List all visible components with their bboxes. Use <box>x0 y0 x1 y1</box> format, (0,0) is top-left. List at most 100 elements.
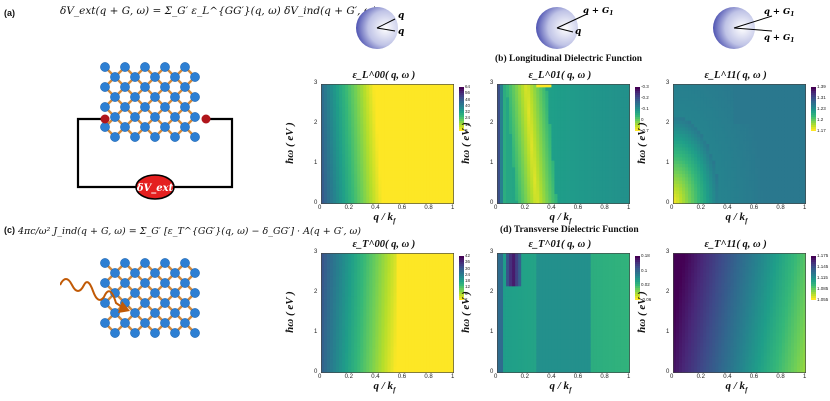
lattice-atom <box>120 258 130 268</box>
y-tick-label: 3 <box>490 80 494 86</box>
lattice-atom <box>140 102 150 112</box>
x-tick-label: 0 <box>670 205 674 211</box>
lattice-atom <box>190 132 200 142</box>
lattice-atom <box>120 82 130 92</box>
y-tick-label: 0 <box>314 369 318 375</box>
lattice-atom <box>180 102 190 112</box>
y-tick-label: 0 <box>314 200 318 206</box>
x-tick-label: 1 <box>803 205 807 211</box>
lattice-atom <box>130 268 140 278</box>
heatmap-title: ε_L^00( q, ω ) <box>352 70 416 81</box>
x-tick-label: 0 <box>670 374 674 380</box>
vector-label-bottom: q <box>398 27 404 37</box>
lattice-atom <box>110 328 120 338</box>
y-tick-label: 0 <box>666 200 670 206</box>
y-tick-label: 3 <box>666 80 670 86</box>
lattice-atom <box>150 112 160 122</box>
panel-a-label: (a) <box>4 8 15 18</box>
incident-wave-arrowhead <box>118 301 130 313</box>
lattice-atom <box>120 62 130 72</box>
x-tick-label: 0.4 <box>723 205 732 211</box>
x-tick-label: 0.6 <box>573 374 583 380</box>
colorbar-tick-label: 1.085 <box>817 286 829 291</box>
x-tick-label: 0.4 <box>371 374 380 380</box>
x-axis-label: q / kf <box>373 380 396 395</box>
circuit-wire <box>172 117 234 189</box>
lattice-atom <box>170 72 180 82</box>
lattice-atom <box>180 318 190 328</box>
lattice-atom <box>180 82 190 92</box>
heatmap-plot <box>321 84 454 204</box>
colorbar-tick-label: 30 <box>465 265 471 271</box>
colorbar <box>635 87 640 131</box>
lattice-with-wave-diagram <box>60 258 200 338</box>
colorbar-tick-label: 0.18 <box>641 253 650 258</box>
y-tick-label: 2 <box>490 289 494 295</box>
y-tick-label: 1 <box>490 160 494 166</box>
lattice-atom <box>190 92 200 102</box>
y-tick-label: 2 <box>666 289 670 295</box>
x-tick-label: 0.4 <box>547 205 556 211</box>
colorbar-tick-label: 1.31 <box>817 95 826 100</box>
lattice-atom <box>140 122 150 132</box>
lattice-atom <box>110 132 120 142</box>
lattice-atom <box>120 278 130 288</box>
panel-c-equation-rhs: = Σ_G′ [ε_T^{GG′}(q, ω) − δ_GG′] · A(q +… <box>128 226 361 237</box>
x-tick-label: 1 <box>451 374 455 380</box>
lattice-atom <box>160 102 170 112</box>
x-tick-label: 0.2 <box>344 374 353 380</box>
y-tick-label: 2 <box>314 289 318 295</box>
lattice-atom <box>190 112 200 122</box>
panel-c-equation-lhs: 4πc/ω² J_ind(q + G, ω) <box>18 226 126 237</box>
lattice-atom <box>160 278 170 288</box>
lattice-atom <box>100 258 110 268</box>
lattice-atom <box>110 72 120 82</box>
x-tick-label: 0.4 <box>371 205 380 211</box>
x-tick-label: 0.6 <box>397 205 407 211</box>
colorbar-tick-label: -0.2 <box>641 95 649 100</box>
y-tick-label: 1 <box>490 329 494 335</box>
colorbar-tick-label: 24 <box>465 271 471 277</box>
lattice-atom <box>160 82 170 92</box>
lattice-atom <box>140 82 150 92</box>
lattice-atom <box>160 258 170 268</box>
colorbar-tick-label: 0 <box>641 117 644 122</box>
colorbar <box>811 256 816 300</box>
lattice-atom <box>160 122 170 132</box>
x-tick-label: 0.2 <box>696 374 705 380</box>
lattice-atom <box>130 72 140 82</box>
panel-a-equation-rhs: = Σ_G′ ε_L^{GG′}(q, ω) δV_ind(q + G′, ω) <box>152 5 377 17</box>
x-tick-label: 0 <box>318 205 322 211</box>
colorbar <box>459 87 464 131</box>
lattice-atom <box>100 298 110 308</box>
lattice-atom <box>150 288 160 298</box>
lattice-atom <box>170 132 180 142</box>
y-axis-label: ħω ( eV ) <box>635 291 648 333</box>
x-tick-label: 0.6 <box>397 374 407 380</box>
lattice-atom <box>170 328 180 338</box>
colorbar-tick-label: 32 <box>465 109 471 115</box>
colorbar-tick-label: 16 <box>465 121 471 127</box>
panel-a-equation: δV_ext(q + G, ω) = Σ_G′ ε_L^{GG′}(q, ω) … <box>60 5 376 17</box>
heatmap-plot <box>497 253 630 373</box>
x-tick-label: 0.2 <box>696 205 705 211</box>
vector-label-top: q <box>398 11 404 21</box>
y-tick-label: 0 <box>490 369 494 375</box>
lattice-atom <box>130 132 140 142</box>
panel-c-label: (c) <box>4 225 15 235</box>
lattice-atom <box>190 288 200 298</box>
lattice-atom <box>150 308 160 318</box>
colorbar-tick-label: -0.1 <box>641 106 649 111</box>
heatmap-plot <box>321 253 454 373</box>
y-tick-label: 0 <box>490 200 494 206</box>
lattice-atom <box>130 288 140 298</box>
colorbar-tick-label: 0.02 <box>641 282 650 288</box>
lattice-atom <box>180 298 190 308</box>
lattice-atom <box>100 318 110 328</box>
x-tick-label: 0.6 <box>749 205 759 211</box>
x-tick-label: 0.2 <box>344 205 353 211</box>
colorbar <box>811 87 816 131</box>
x-tick-label: 0.8 <box>600 205 609 211</box>
x-axis-label: q / kf <box>725 380 748 395</box>
lattice-atom <box>120 102 130 112</box>
